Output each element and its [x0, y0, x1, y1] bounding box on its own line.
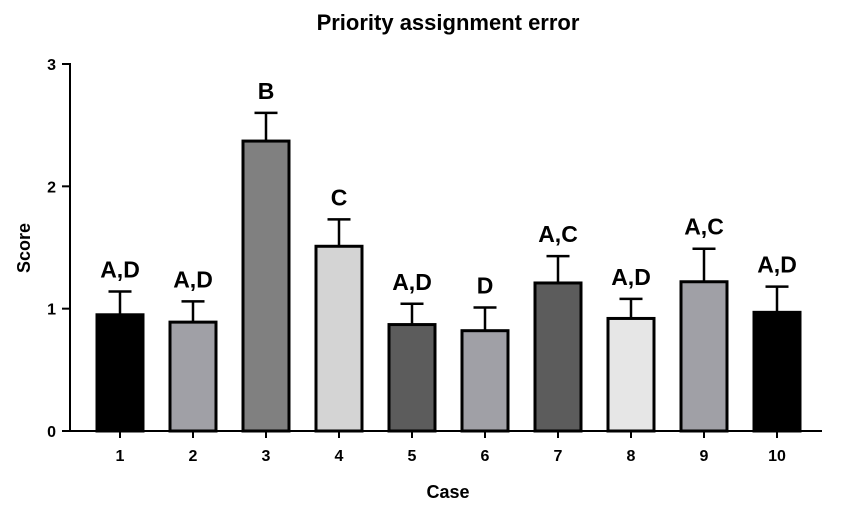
bar-annotation-3: B: [258, 78, 275, 104]
y-tick-label-2: 2: [47, 179, 56, 196]
x-tick-label-1: 1: [116, 448, 125, 465]
bar-10: [752, 310, 802, 433]
x-tick-label-10: 10: [768, 448, 786, 465]
bar-annotation-5: A,D: [392, 269, 432, 295]
plot-area: 0 1 2 3 A,D 1 A,D 2 B 3 C 4 A,D 5 D 6 A,C 7 A,D 8 A,C 9 A,D 10: [47, 57, 822, 465]
x-tick-label-6: 6: [481, 448, 490, 465]
x-tick-label-4: 4: [335, 448, 344, 465]
bar-4: [314, 244, 364, 433]
bar-annotation-1: A,D: [100, 257, 140, 283]
x-tick-label-5: 5: [408, 448, 417, 465]
x-axis-label: Case: [426, 482, 469, 502]
bar-2: [168, 320, 218, 433]
bar-annotation-4: C: [331, 184, 348, 210]
bar-annotation-10: A,D: [757, 252, 797, 278]
bar-annotation-7: A,C: [538, 221, 578, 247]
x-tick-label-3: 3: [262, 448, 271, 465]
bar-1: [95, 313, 145, 433]
bar-5: [387, 323, 437, 433]
x-tick-label-7: 7: [554, 448, 563, 465]
x-tick-label-2: 2: [189, 448, 198, 465]
chart-title: Priority assignment error: [317, 10, 580, 35]
y-tick-label-3: 3: [47, 57, 56, 74]
x-tick-label-9: 9: [700, 448, 709, 465]
bar-9: [679, 280, 729, 433]
bar-6: [460, 329, 510, 433]
y-tick-label-1: 1: [47, 302, 56, 319]
bar-annotation-2: A,D: [173, 266, 213, 292]
bar-annotation-6: D: [477, 272, 494, 298]
bar-3: [241, 139, 291, 433]
x-tick-label-8: 8: [627, 448, 636, 465]
y-axis-label: Score: [14, 223, 34, 273]
bar-7: [533, 281, 583, 433]
bar-8: [606, 316, 656, 433]
bar-annotation-9: A,C: [684, 214, 724, 240]
y-tick-label-0: 0: [47, 424, 56, 441]
bar-annotation-8: A,D: [611, 264, 651, 290]
